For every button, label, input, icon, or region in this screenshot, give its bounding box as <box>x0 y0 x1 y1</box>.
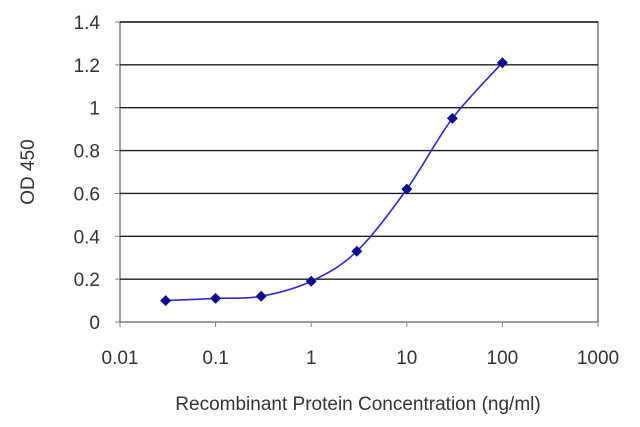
y-axis-label: OD 450 <box>18 139 39 204</box>
x-tick-label: 10 <box>396 348 417 369</box>
y-tick-label: 0.8 <box>74 142 100 163</box>
y-tick-label: 0.4 <box>74 227 101 248</box>
x-axis-ticks: 0.01 0.1 1 10 100 1000 <box>102 322 619 369</box>
data-point <box>401 183 413 195</box>
x-tick-label: 0.1 <box>202 348 228 369</box>
data-point <box>305 275 317 287</box>
y-tick-label: 1 <box>89 99 100 120</box>
y-tick-label: 0 <box>89 313 100 334</box>
x-axis-label: Recombinant Protein Concentration (ng/ml… <box>175 394 540 415</box>
plot-area <box>119 21 599 323</box>
x-tick-label: 0.01 <box>102 348 139 369</box>
y-tick-label: 1.2 <box>74 56 100 77</box>
x-tick-label: 100 <box>487 348 519 369</box>
y-axis-ticks: 0 0.2 0.4 0.6 0.8 1 1.2 1.4 <box>74 13 120 334</box>
data-point <box>160 295 172 307</box>
data-point <box>351 245 363 257</box>
y-tick-label: 1.4 <box>74 13 101 34</box>
series <box>160 57 508 307</box>
data-point <box>210 292 222 304</box>
x-tick-label: 1000 <box>577 348 619 369</box>
data-point <box>446 112 458 124</box>
y-tick-label: 0.2 <box>74 270 100 291</box>
y-tick-label: 0.6 <box>74 184 100 205</box>
data-point <box>255 290 267 302</box>
data-point <box>496 57 508 69</box>
x-tick-label: 1 <box>306 348 317 369</box>
gridlines <box>120 21 598 280</box>
plot-border <box>119 21 599 323</box>
